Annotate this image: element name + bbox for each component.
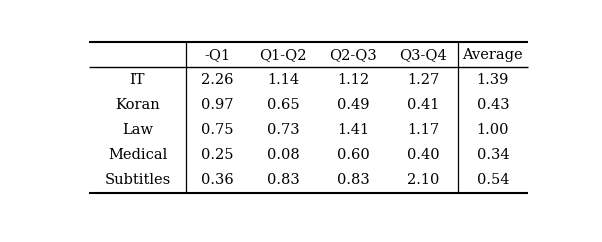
Text: Subtitles: Subtitles — [104, 174, 170, 188]
Text: Q2-Q3: Q2-Q3 — [329, 48, 377, 62]
Text: 0.40: 0.40 — [407, 148, 439, 162]
Text: 0.60: 0.60 — [337, 148, 370, 162]
Text: 0.25: 0.25 — [200, 148, 233, 162]
Text: 1.14: 1.14 — [267, 73, 299, 87]
Text: 0.73: 0.73 — [267, 123, 300, 137]
Text: 0.43: 0.43 — [477, 98, 509, 112]
Text: 0.49: 0.49 — [337, 98, 370, 112]
Text: 1.41: 1.41 — [337, 123, 369, 137]
Text: 1.39: 1.39 — [477, 73, 509, 87]
Text: 2.26: 2.26 — [200, 73, 233, 87]
Text: 0.83: 0.83 — [337, 174, 370, 188]
Text: 0.34: 0.34 — [477, 148, 509, 162]
Text: 0.65: 0.65 — [267, 98, 300, 112]
Text: 0.54: 0.54 — [477, 174, 509, 188]
Text: 1.27: 1.27 — [407, 73, 439, 87]
Text: 0.83: 0.83 — [267, 174, 300, 188]
Text: Q3-Q4: Q3-Q4 — [399, 48, 447, 62]
Text: Medical: Medical — [108, 148, 167, 162]
Text: Koran: Koran — [115, 98, 160, 112]
Text: 2.10: 2.10 — [407, 174, 439, 188]
Text: 0.08: 0.08 — [267, 148, 300, 162]
Text: 0.41: 0.41 — [407, 98, 439, 112]
Text: 0.36: 0.36 — [200, 174, 234, 188]
Text: 1.12: 1.12 — [337, 73, 369, 87]
Text: 1.00: 1.00 — [477, 123, 509, 137]
Text: Q1-Q2: Q1-Q2 — [259, 48, 307, 62]
Text: Average: Average — [462, 48, 523, 62]
Text: 1.17: 1.17 — [407, 123, 439, 137]
Text: IT: IT — [129, 73, 145, 87]
Text: Law: Law — [122, 123, 153, 137]
Text: 0.97: 0.97 — [200, 98, 233, 112]
Text: 0.75: 0.75 — [200, 123, 233, 137]
Text: -Q1: -Q1 — [204, 48, 230, 62]
